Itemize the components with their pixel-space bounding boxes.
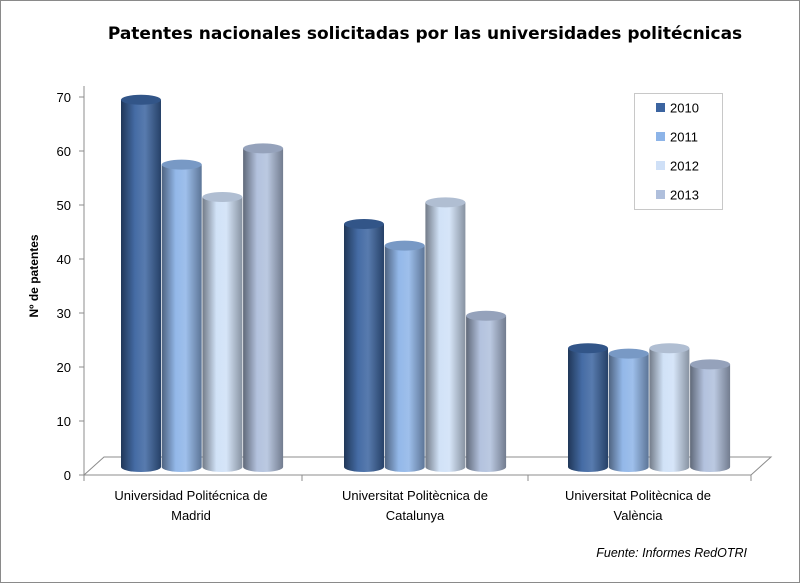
y-tick-label: 0 bbox=[64, 468, 71, 483]
bar-body bbox=[609, 354, 649, 472]
y-tick-label: 60 bbox=[57, 144, 71, 159]
bar-body bbox=[121, 100, 161, 472]
bar-body bbox=[202, 197, 242, 472]
legend-label: 2012 bbox=[670, 159, 699, 174]
y-tick-label: 30 bbox=[57, 306, 71, 321]
bar-top bbox=[466, 311, 506, 321]
y-tick-label: 50 bbox=[57, 198, 71, 213]
legend-swatch-2013 bbox=[656, 190, 665, 199]
legend: 2010 2011 2012 2013 bbox=[635, 94, 723, 210]
bar-top bbox=[162, 160, 202, 170]
bar-2013-2 bbox=[690, 359, 730, 472]
category-label: Catalunya bbox=[386, 508, 445, 523]
bar-2011-1 bbox=[385, 241, 425, 472]
bar-top bbox=[649, 343, 689, 353]
bar-body bbox=[425, 202, 465, 472]
bar-top bbox=[609, 349, 649, 359]
bar-2010-0 bbox=[121, 95, 161, 472]
bar-2010-2 bbox=[568, 343, 608, 472]
bar-2012-2 bbox=[649, 343, 689, 472]
bar-2010-1 bbox=[344, 219, 384, 472]
bar-top bbox=[202, 192, 242, 202]
legend-swatch-2011 bbox=[656, 132, 665, 141]
bar-body bbox=[162, 165, 202, 472]
legend-label: 2013 bbox=[670, 188, 699, 203]
y-tick-label: 20 bbox=[57, 360, 71, 375]
bar-top bbox=[121, 95, 161, 105]
bar-2013-0 bbox=[243, 143, 283, 472]
legend-swatch-2012 bbox=[656, 161, 665, 170]
bar-2011-2 bbox=[609, 349, 649, 472]
bar-body bbox=[466, 316, 506, 472]
bar-body bbox=[385, 246, 425, 472]
category-label: Universitat Politècnica de bbox=[342, 488, 488, 503]
bar-top bbox=[344, 219, 384, 229]
legend-swatch-2010 bbox=[656, 103, 665, 112]
legend-label: 2010 bbox=[670, 101, 699, 116]
bar-2011-0 bbox=[162, 160, 202, 472]
bar-body bbox=[243, 148, 283, 472]
category-label: Universitat Politècnica de bbox=[565, 488, 711, 503]
chart-title: Patentes nacionales solicitadas por las … bbox=[108, 24, 742, 44]
bar-2012-1 bbox=[425, 197, 465, 472]
bar-2013-1 bbox=[466, 311, 506, 472]
bar-body bbox=[649, 348, 689, 472]
bar-top bbox=[690, 359, 730, 369]
bar-body bbox=[344, 224, 384, 472]
bar-top bbox=[243, 143, 283, 153]
y-tick-label: 70 bbox=[57, 90, 71, 105]
bar-body bbox=[568, 348, 608, 472]
category-label: Madrid bbox=[171, 508, 211, 523]
bar-top bbox=[385, 241, 425, 251]
bar-2012-0 bbox=[202, 192, 242, 472]
y-tick-label: 10 bbox=[57, 414, 71, 429]
category-label: València bbox=[614, 508, 664, 523]
category-label: Universidad Politécnica de bbox=[114, 488, 267, 503]
bar-body bbox=[690, 364, 730, 472]
bar-top bbox=[425, 197, 465, 207]
bar-top bbox=[568, 343, 608, 353]
y-tick-label: 40 bbox=[57, 252, 71, 267]
y-axis-label: Nº de patentes bbox=[27, 234, 41, 317]
source-note: Fuente: Informes RedOTRI bbox=[596, 546, 747, 560]
legend-label: 2011 bbox=[670, 130, 698, 145]
